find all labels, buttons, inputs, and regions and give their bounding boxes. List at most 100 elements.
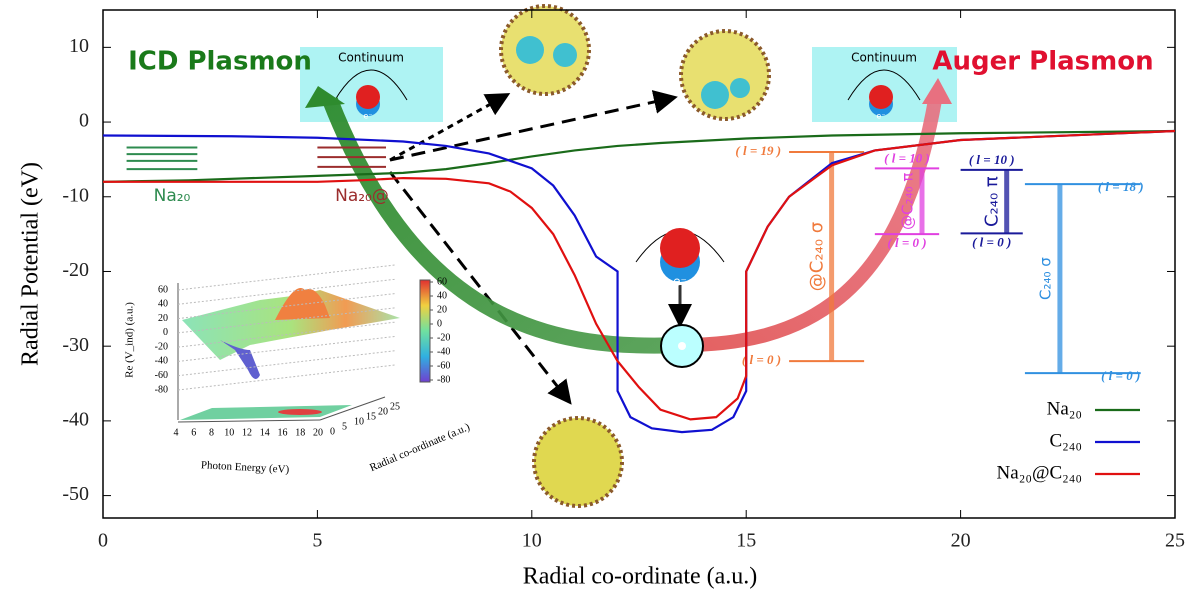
x-tick-label: 10 [522, 530, 542, 552]
legend-label: C₂₄₀ [1049, 430, 1082, 451]
colorbar-tick-label: 60 [437, 276, 447, 287]
auger-arrow [922, 78, 952, 104]
continuum-label: Continuum [851, 51, 917, 65]
inset-z-tick-label: 60 [158, 284, 168, 295]
inset-colorbar [419, 279, 431, 383]
inset-x-tick-label: 18 [295, 427, 305, 438]
x-tick-label: 5 [312, 530, 322, 552]
band-level-label: ( l = 10 ) [884, 150, 930, 165]
y-tick-label: -10 [62, 184, 89, 206]
inset-grid [177, 307, 396, 334]
dashed-arrow [388, 90, 678, 405]
inset-surface [182, 290, 400, 360]
plot-frame [102, 9, 1176, 519]
inset-x-tick-label: 16 [278, 427, 288, 438]
inset-grid [177, 364, 396, 391]
y-tick-label: -40 [62, 408, 89, 430]
y-axis-label: Radial Potential (eV) [18, 162, 44, 366]
inset-y-tick-label: 5 [342, 421, 347, 432]
annotation: Auger Plasmon [932, 47, 1153, 77]
colorbar-tick-label: 20 [437, 304, 447, 315]
x-tick-label: 0 [98, 530, 108, 552]
inset-grid [177, 335, 396, 362]
x-tick-label: 15 [736, 530, 756, 552]
band-level-label: ( l = 10 ) [969, 152, 1015, 167]
inset-y-label: Radial co-ordinate (a.u.) [368, 421, 472, 474]
band-level-label: ( l = 18 ) [1098, 179, 1144, 194]
inset-floor [180, 405, 352, 420]
inset-z-tick-label: -40 [155, 356, 168, 367]
band-level-label: ( l = 0 ) [887, 235, 926, 250]
y-tick-label: -30 [62, 334, 89, 356]
electron-label: e⁻ [363, 112, 372, 121]
electron-label: e⁻ [876, 112, 885, 121]
fullerene [499, 4, 771, 508]
colorbar-tick-label: -40 [437, 346, 450, 357]
inset-x-tick-label: 12 [242, 427, 252, 438]
level-label: Na₂₀@ [335, 186, 389, 206]
y-tick-label: -50 [62, 483, 89, 505]
y-tick-label: 10 [69, 35, 89, 57]
inset-axis [319, 396, 386, 421]
inset-x-tick-label: 10 [224, 427, 234, 438]
legend-label: Na₂₀ [1047, 398, 1082, 419]
band-label: @C₂₄₀ σ [807, 222, 828, 291]
x-axis-label: Radial co-ordinate (a.u.) [523, 564, 758, 590]
inset-y-tick-label: 15 [366, 411, 376, 422]
colorbar-tick-label: -80 [437, 374, 450, 385]
icd-arrow [305, 86, 345, 108]
inset-y-tick-label: 0 [330, 426, 335, 437]
inset-z-tick-label: -20 [155, 341, 168, 352]
inset-grid [177, 321, 396, 348]
continuum-label: Continuum [338, 51, 404, 65]
icd-arrow [322, 97, 683, 354]
atom-icon [334, 69, 921, 116]
inset-grid [177, 350, 396, 377]
inset-x-tick-label: 6 [191, 427, 196, 438]
inset-surface [220, 340, 260, 379]
inset-z-tick-label: 20 [158, 313, 168, 324]
x-tick-label: 25 [1165, 530, 1185, 552]
inset-x-tick-label: 20 [313, 427, 323, 438]
band-level-label: ( l = 0 ) [1101, 368, 1140, 383]
band-label: C₂₄₀ σ [1036, 257, 1054, 300]
inset-z-tick-label: 0 [163, 327, 168, 338]
series-line [102, 129, 1176, 183]
inset-z-tick-label: -80 [155, 384, 168, 395]
inset-z-label: Re (V_ind) (a.u.) [124, 302, 136, 378]
series-line [103, 129, 1176, 421]
colorbar-tick-label: 0 [437, 318, 442, 329]
x-tick-label: 20 [951, 530, 971, 552]
band-level-label: ( l = 0 ) [742, 352, 781, 367]
ionization-schematic [635, 228, 725, 368]
y-tick-label: 0 [79, 110, 89, 132]
inset-y-tick-label: 10 [354, 416, 364, 427]
band-level-label: ( l = 0 ) [972, 234, 1011, 249]
level-label: Na₂₀ [154, 186, 191, 206]
colorbar-tick-label: -20 [437, 332, 450, 343]
annotation: ICD Plasmon [128, 47, 312, 77]
auger-arrow [681, 98, 942, 352]
inset-z-tick-label: 40 [158, 299, 168, 310]
inset-grid [177, 278, 396, 305]
legend-label: Na₂₀@C₂₄₀ [997, 462, 1082, 483]
inset-grid [177, 293, 396, 320]
inset-x-tick-label: 8 [209, 427, 214, 438]
electron-label: e⁻ [673, 275, 687, 289]
inset-grid [177, 264, 396, 291]
colorbar-tick-label: -60 [437, 360, 450, 371]
inset-y-tick-label: 25 [390, 401, 400, 412]
band-label: @C₂₄₀ π [899, 173, 917, 230]
y-tick-label: -20 [62, 259, 89, 281]
inset-floor-feature [278, 409, 322, 415]
inset-axis [177, 419, 321, 423]
inset-z-tick-label: -60 [155, 370, 168, 381]
band-level-label: ( l = 19 ) [735, 143, 781, 158]
inset-x-label: Photon Energy (eV) [201, 459, 290, 476]
inset-x-tick-label: 14 [260, 427, 270, 438]
inset-y-tick-label: 20 [378, 406, 388, 417]
colorbar-tick-label: 40 [437, 290, 447, 301]
band-label: C₂₄₀ π [982, 176, 1003, 227]
